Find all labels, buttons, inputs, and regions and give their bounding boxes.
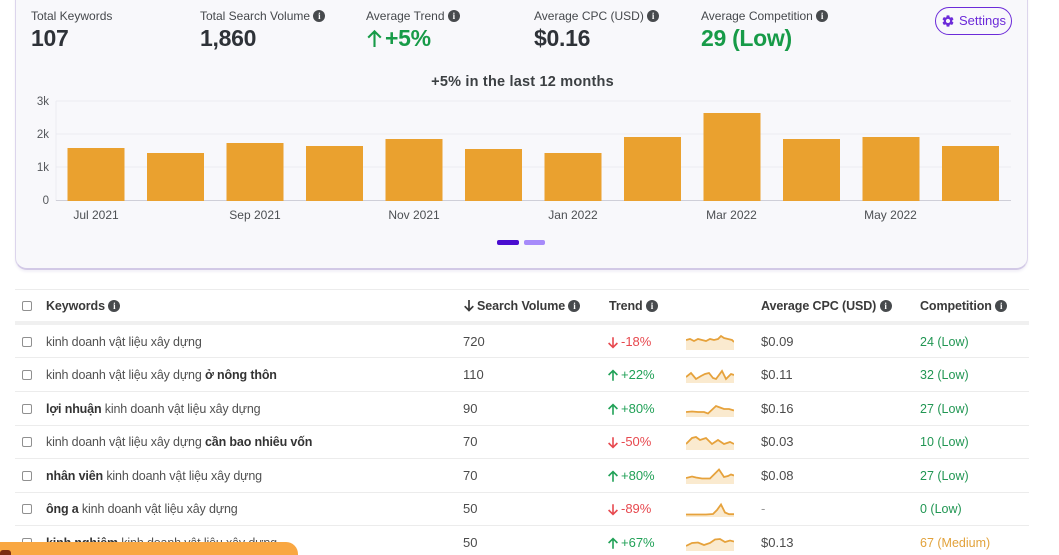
svg-text:0: 0 (43, 195, 49, 207)
svg-text:1k: 1k (37, 162, 49, 174)
svg-text:Nov 2021: Nov 2021 (388, 208, 440, 222)
svg-text:3k: 3k (37, 96, 49, 108)
svg-text:Jul 2021: Jul 2021 (73, 208, 119, 222)
svg-text:May 2022: May 2022 (864, 208, 917, 222)
svg-text:Mar 2022: Mar 2022 (706, 208, 757, 222)
svg-text:Sep 2021: Sep 2021 (229, 208, 281, 222)
svg-text:Jan 2022: Jan 2022 (548, 208, 598, 222)
svg-text:2k: 2k (37, 129, 49, 141)
